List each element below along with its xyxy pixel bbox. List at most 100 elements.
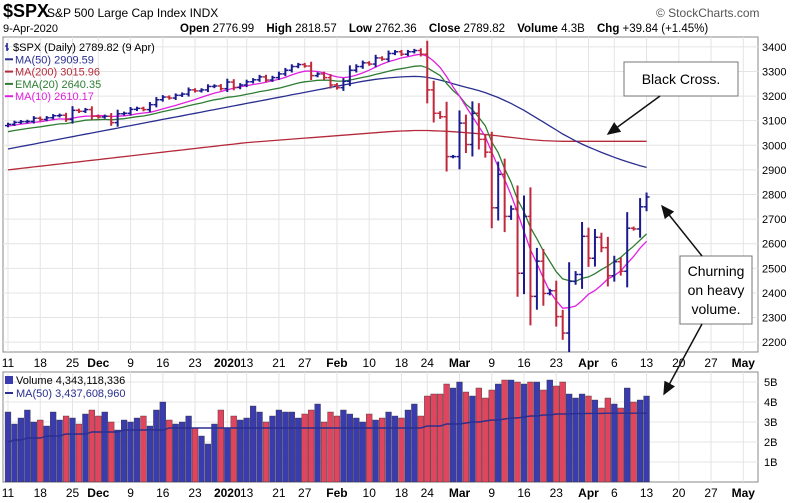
volume-bar xyxy=(172,423,179,483)
close-value: 2789.82 xyxy=(463,23,506,35)
volume-bar xyxy=(546,379,553,483)
volume-bar xyxy=(82,413,89,483)
volume-bar xyxy=(488,389,495,483)
volume-bar xyxy=(430,393,437,483)
churning-label-line: on heavy xyxy=(688,282,745,298)
price-bar xyxy=(56,113,63,118)
y-tick-label: 3200 xyxy=(762,91,786,103)
volume-bar xyxy=(514,381,521,483)
high-label: High xyxy=(266,23,292,35)
x-tick-label: 25 xyxy=(66,486,80,500)
volume-bar xyxy=(269,415,276,483)
volume-bar xyxy=(314,403,321,483)
price-bar xyxy=(43,116,50,122)
price-bar xyxy=(256,74,263,82)
volume-bar xyxy=(611,403,618,483)
price-bar xyxy=(217,84,224,91)
x-tick-label: 10 xyxy=(363,356,377,370)
price-bar xyxy=(546,288,553,296)
volume-bar xyxy=(127,421,134,483)
price-bar xyxy=(275,71,282,80)
price-bar xyxy=(192,88,199,93)
volume-y-tick-label: 4B xyxy=(764,397,777,409)
price-bar xyxy=(166,95,173,100)
price-bar xyxy=(430,80,437,123)
price-bar xyxy=(11,120,18,127)
volume-bar xyxy=(204,443,212,483)
volume-bar xyxy=(69,417,76,483)
price-bar xyxy=(230,79,237,91)
volume-bar xyxy=(224,427,231,483)
x-tick-label: Dec xyxy=(87,356,109,370)
volume-bar xyxy=(56,419,63,483)
x-tick-label: 11 xyxy=(2,486,15,500)
volume-bar xyxy=(295,417,302,483)
x-tick-label: 2020 xyxy=(214,356,241,370)
price-bar xyxy=(288,64,295,73)
volume-bar xyxy=(449,387,457,483)
price-bar xyxy=(585,227,592,267)
volume-bar xyxy=(262,421,270,483)
volume-bar xyxy=(153,409,160,483)
price-bar xyxy=(392,50,398,56)
volume-bar xyxy=(166,419,173,483)
volume-bar xyxy=(456,381,463,483)
volume-bar xyxy=(553,385,560,483)
volume-bar xyxy=(353,417,360,483)
price-bar xyxy=(508,205,515,220)
x-tick-label: 6 xyxy=(611,356,618,370)
volume-bar xyxy=(475,387,482,483)
price-bar xyxy=(5,122,11,128)
volume-bar xyxy=(62,415,70,483)
price-bar xyxy=(456,110,463,170)
legend-price-swatch xyxy=(5,43,9,51)
volume-bar xyxy=(30,421,37,483)
x-tick-label: Feb xyxy=(326,356,347,370)
x-tick-label: 9 xyxy=(127,356,134,370)
price-bar xyxy=(617,257,624,276)
price-bar xyxy=(198,88,205,93)
x-tick-label: Apr xyxy=(578,486,599,500)
quote-date: 9-Apr-2020 xyxy=(3,23,59,35)
price-bar xyxy=(114,109,121,127)
y-tick-label: 2300 xyxy=(762,313,786,325)
churning-label-line: Churning xyxy=(688,263,745,279)
price-bar xyxy=(482,133,489,158)
volume-bar xyxy=(578,393,586,483)
price-bar xyxy=(566,262,573,353)
index-name: S&P 500 Large Cap Index xyxy=(47,6,187,20)
volume-bar xyxy=(437,393,444,483)
churning-label-line: volume. xyxy=(691,301,740,317)
volume-bar xyxy=(275,409,283,483)
volume-bar xyxy=(572,397,579,483)
price-bar xyxy=(243,79,250,88)
x-tick-label: 18 xyxy=(395,486,409,500)
annotations: Black Cross. Churning on heavy volume. xyxy=(606,61,753,396)
volume-bar xyxy=(288,411,295,483)
price-bar xyxy=(398,49,405,57)
x-tick-label: 16 xyxy=(156,486,170,500)
price-bar xyxy=(295,62,302,69)
y-tick-label: 2600 xyxy=(762,239,786,251)
open-label: Open xyxy=(180,23,210,35)
price-bar xyxy=(95,114,102,119)
volume-bar xyxy=(366,413,373,483)
price-bar xyxy=(372,54,379,68)
x-tick-label: Feb xyxy=(326,486,347,500)
x-tick-label: 13 xyxy=(240,486,254,500)
x-tick-label: May xyxy=(732,356,756,370)
price-bar xyxy=(611,255,618,282)
x-tick-label: 23 xyxy=(550,356,564,370)
exchange-label: INDX xyxy=(189,6,219,20)
x-tick-label: 13 xyxy=(640,486,654,500)
legend-vma50-label: MA(50) 3,437,608,960 xyxy=(16,388,125,400)
x-tick-label: 27 xyxy=(704,486,718,500)
price-bar xyxy=(301,62,308,68)
price-bar xyxy=(559,309,566,340)
x-tick-label: 23 xyxy=(550,486,564,500)
volume-bar xyxy=(482,397,489,483)
high-value: 2818.57 xyxy=(295,23,337,35)
volume-bar xyxy=(230,415,237,483)
x-tick-label: Dec xyxy=(87,486,109,500)
